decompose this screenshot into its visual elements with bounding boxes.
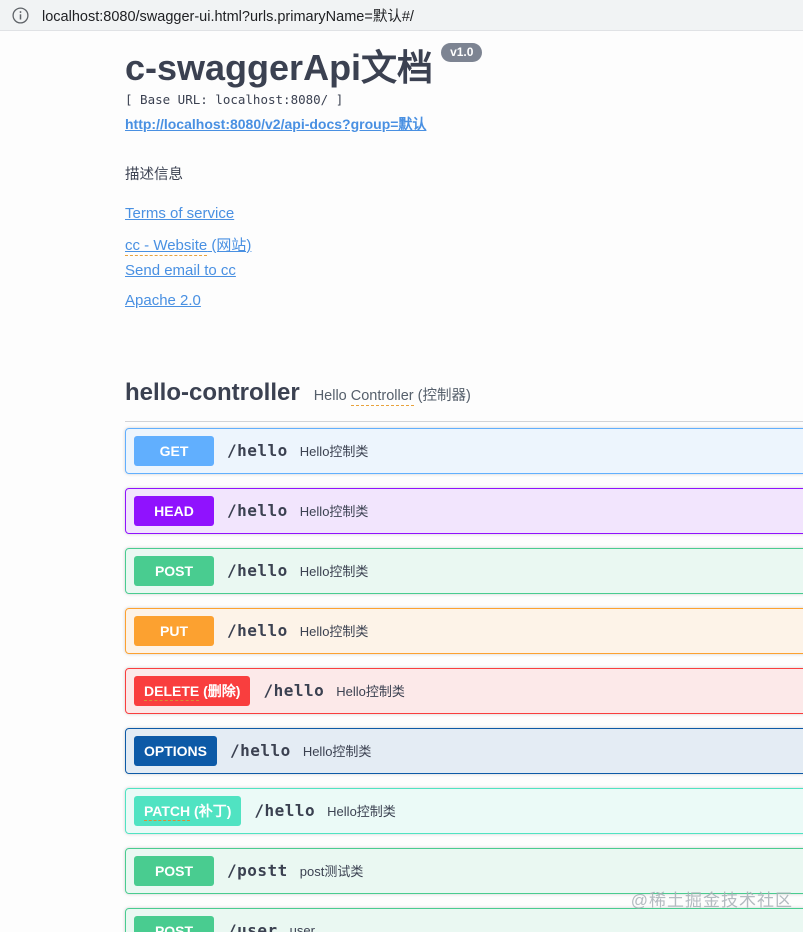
method-badge: PATCH (补丁) — [134, 795, 242, 826]
api-title-text: c-swaggerApi文档 — [125, 47, 434, 88]
endpoint-path: /hello — [230, 741, 291, 761]
endpoint-description: Hello控制类 — [299, 444, 369, 460]
description-text: 描述信息 — [125, 166, 183, 183]
info-links: Terms of service cc - Website (网站) Send … — [125, 205, 803, 309]
api-docs-link[interactable]: http://localhost:8080/v2/api-docs?group=… — [125, 115, 427, 132]
endpoint-path: /hello — [227, 561, 288, 581]
operation-row-post-postt[interactable]: POST /postt post测试类 — [125, 847, 803, 894]
method-label: POST — [154, 562, 194, 579]
method-label-suffix: (补丁) — [190, 802, 232, 819]
endpoint-path: /hello — [263, 681, 325, 701]
endpoint-description: Hello控制类 — [299, 564, 369, 580]
contact-email-link[interactable]: Send email to cc — [125, 261, 236, 279]
website-link-main: cc - Website — [125, 236, 208, 256]
tag-desc-word: Controller — [350, 388, 414, 407]
website-link-suffix: (网站) — [207, 236, 252, 254]
tag-desc-suffix: (控制器) — [413, 388, 471, 405]
page-title: c-swaggerApi文档 v1.0 — [125, 43, 803, 88]
site-info-icon[interactable] — [12, 6, 29, 24]
method-badge: PUT — [134, 615, 214, 646]
method-label: DELETE — [144, 682, 200, 701]
method-label: HEAD — [154, 502, 194, 519]
endpoint-path: /hello — [254, 801, 316, 821]
operation-row-post-hello[interactable]: POST /hello Hello控制类 — [125, 547, 803, 594]
operations-list: GET /hello Hello控制类 HEAD /hello Hello控制类… — [125, 427, 803, 932]
method-label: POST — [154, 862, 194, 879]
endpoint-description: Hello控制类 — [302, 744, 372, 760]
method-label: PATCH — [144, 802, 191, 821]
endpoint-path: /hello — [227, 441, 288, 461]
operation-row-delete-hello[interactable]: DELETE (删除) /hello Hello控制类 — [125, 667, 803, 714]
tag-description: Hello Controller (控制器) — [313, 380, 471, 407]
operation-row-patch-hello[interactable]: PATCH (补丁) /hello Hello控制类 — [125, 787, 803, 834]
endpoint-description: Hello控制类 — [299, 624, 369, 640]
address-bar-url[interactable]: localhost:8080/swagger-ui.html?urls.prim… — [42, 8, 414, 25]
method-label: POST — [154, 922, 194, 932]
operation-row-get-hello[interactable]: GET /hello Hello控制类 — [125, 427, 803, 474]
operation-row-put-hello[interactable]: PUT /hello Hello控制类 — [125, 607, 803, 654]
tag-title: hello-controller — [125, 378, 300, 406]
method-badge: POST — [134, 555, 214, 586]
endpoint-description: Hello控制类 — [327, 804, 396, 820]
method-badge: POST — [134, 855, 214, 886]
method-badge: GET — [134, 435, 214, 466]
method-label: OPTIONS — [144, 742, 208, 759]
method-badge: OPTIONS — [134, 735, 218, 766]
browser-address-bar[interactable]: localhost:8080/swagger-ui.html?urls.prim… — [0, 0, 803, 31]
method-label: GET — [159, 442, 189, 459]
base-url: [ Base URL: localhost:8080/ ] — [125, 91, 344, 107]
endpoint-path: /user — [227, 921, 278, 932]
endpoint-path: /hello — [227, 621, 288, 641]
terms-of-service-link[interactable]: Terms of service — [125, 204, 235, 222]
operation-row-post-user[interactable]: POST /user user — [125, 907, 803, 932]
operation-row-options-hello[interactable]: OPTIONS /hello Hello控制类 — [125, 727, 803, 774]
method-badge: POST — [134, 915, 214, 932]
endpoint-description: post测试类 — [299, 864, 364, 880]
tag-section-header[interactable]: hello-controller Hello Controller (控制器) — [125, 379, 803, 422]
swagger-page: c-swaggerApi文档 v1.0 [ Base URL: localhost… — [0, 31, 803, 932]
method-badge: HEAD — [134, 495, 214, 526]
version-badge: v1.0 — [441, 43, 483, 62]
operation-row-head-hello[interactable]: HEAD /hello Hello控制类 — [125, 487, 803, 534]
license-link[interactable]: Apache 2.0 — [125, 291, 201, 309]
endpoint-description: Hello控制类 — [299, 504, 369, 520]
endpoint-path: /hello — [227, 501, 288, 521]
website-link[interactable]: cc - Website (网站) — [125, 234, 252, 256]
method-label-suffix: (删除) — [199, 682, 241, 699]
method-label: PUT — [160, 622, 188, 639]
method-badge: DELETE (删除) — [134, 675, 251, 706]
endpoint-path: /postt — [227, 861, 288, 881]
endpoint-description: Hello控制类 — [336, 684, 405, 700]
tag-desc-pre: Hello — [313, 388, 351, 405]
endpoint-description: user — [289, 923, 315, 932]
